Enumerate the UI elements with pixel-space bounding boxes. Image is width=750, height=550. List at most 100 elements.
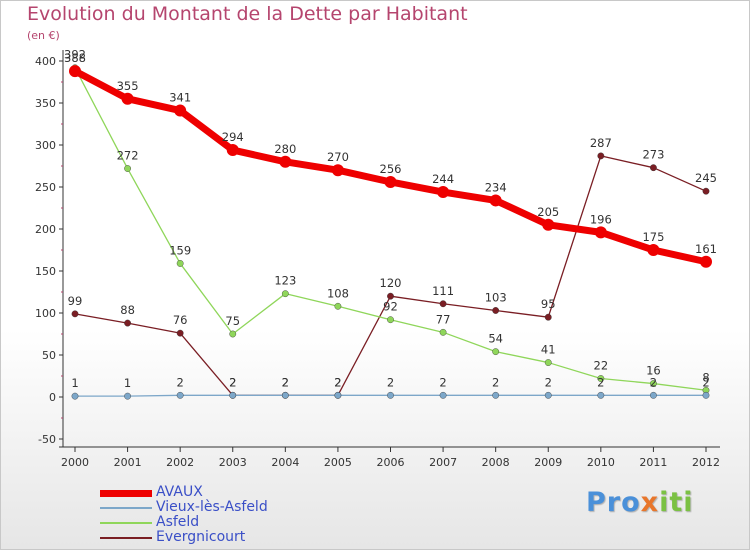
data-label: 2: [702, 375, 709, 389]
data-label: 54: [488, 332, 503, 346]
data-point: [650, 391, 657, 399]
chart-unit-subtitle: (en €): [27, 29, 60, 42]
data-point: [544, 391, 552, 399]
x-tick-label: 2001: [114, 456, 142, 469]
data-label: 196: [590, 212, 612, 226]
data-label: 75: [225, 314, 240, 328]
data-label: 270: [327, 150, 349, 164]
data-label: 88: [120, 303, 135, 317]
data-point: [334, 302, 342, 310]
y-tick-label: 50: [42, 349, 56, 362]
legend-label: Vieux-lès-Asfeld: [156, 499, 268, 515]
legend-swatch: [100, 522, 152, 524]
data-point: [597, 375, 605, 382]
y-tick-label: 100: [35, 307, 56, 320]
data-label: 2: [282, 375, 289, 389]
data-point: [226, 144, 239, 157]
data-label: 2: [334, 375, 341, 389]
x-tick-label: 2004: [271, 456, 299, 469]
legend-swatch: [100, 489, 152, 497]
series-line: [74, 67, 707, 391]
x-tick-label: 2003: [219, 456, 247, 469]
data-label: 205: [537, 205, 559, 219]
legend-swatch: [100, 507, 152, 509]
proxiti-logo: Proxiti: [586, 487, 694, 518]
data-label: 2: [229, 375, 236, 389]
data-point: [279, 155, 292, 168]
data-point: [281, 391, 289, 399]
data-label: 120: [380, 276, 402, 290]
data-point: [121, 92, 134, 105]
data-point: [702, 391, 710, 399]
data-label: 2: [492, 375, 499, 389]
x-tick-label: 2007: [429, 456, 457, 469]
data-label: 2: [387, 375, 394, 389]
data-label: 103: [485, 290, 507, 304]
data-label: 108: [327, 286, 349, 300]
data-point: [492, 391, 500, 399]
data-point: [489, 194, 502, 207]
legend-label: Evergnicourt: [156, 529, 246, 545]
data-point: [174, 104, 187, 117]
data-point: [647, 244, 660, 256]
data-label: 273: [642, 148, 664, 162]
data-label: 1: [124, 376, 131, 390]
data-label: 388: [64, 51, 86, 65]
data-point: [650, 380, 657, 387]
data-label: 77: [436, 312, 451, 326]
x-tick-label: 2009: [534, 456, 562, 469]
y-tick-label: 150: [35, 265, 56, 278]
x-tick-label: 2000: [61, 456, 89, 469]
x-tick-label: 2005: [324, 456, 352, 469]
data-label: 111: [432, 284, 454, 298]
x-tick-label: 2010: [587, 456, 615, 469]
data-label: 245: [695, 171, 717, 185]
data-label: 2: [597, 375, 604, 389]
data-label: 256: [380, 162, 402, 176]
data-label: 95: [541, 297, 556, 311]
data-point: [387, 292, 394, 300]
data-point: [334, 391, 342, 399]
data-label: 2: [334, 375, 341, 389]
data-label: 294: [222, 130, 244, 144]
data-label: 92: [383, 300, 398, 314]
data-point: [387, 316, 394, 324]
data-point: [492, 348, 500, 356]
data-label: 341: [169, 91, 191, 105]
data-label: 159: [169, 243, 191, 257]
data-point: [124, 165, 131, 172]
data-label: 41: [541, 343, 556, 357]
y-tick-label: 200: [35, 223, 56, 236]
data-label: 272: [117, 149, 139, 163]
data-point: [597, 152, 605, 160]
data-label: 76: [173, 313, 188, 327]
data-label: 392: [64, 48, 86, 62]
chart-title: Evolution du Montant de la Dette par Hab…: [27, 3, 468, 25]
data-point: [124, 392, 131, 400]
data-point: [124, 319, 131, 327]
x-tick-label: 2002: [166, 456, 194, 469]
data-point: [544, 313, 552, 321]
y-tick-label: 400: [35, 55, 56, 68]
data-label: 99: [68, 294, 83, 308]
data-point: [594, 226, 607, 239]
data-point: [702, 187, 710, 195]
data-label: 2: [229, 375, 236, 389]
data-label: 161: [695, 242, 717, 256]
data-point: [229, 391, 237, 399]
data-point: [71, 392, 79, 400]
y-tick-label: 350: [35, 97, 56, 110]
data-point: [542, 218, 555, 231]
y-tick-label: 300: [35, 139, 56, 152]
y-tick-label: 0: [49, 391, 56, 404]
data-point: [176, 260, 184, 267]
data-point: [650, 164, 657, 172]
data-label: 16: [646, 364, 661, 378]
data-label: 8: [702, 370, 709, 384]
data-label: 355: [117, 79, 139, 93]
data-point: [229, 330, 237, 338]
y-tick-label: 250: [35, 181, 56, 194]
x-tick-label: 2006: [377, 456, 405, 469]
